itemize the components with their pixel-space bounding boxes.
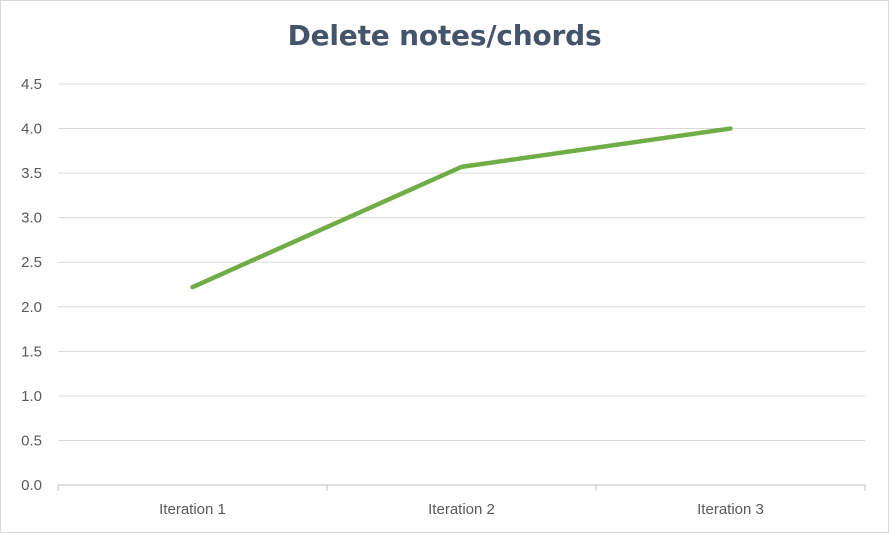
x-tick-label: Iteration 2 — [428, 501, 495, 518]
series-line — [190, 126, 733, 290]
y-tick-label: 0.0 — [21, 477, 42, 494]
x-tick-label: Iteration 1 — [159, 501, 226, 518]
y-tick-label: 4.0 — [21, 121, 42, 138]
y-tick-label: 0.5 — [21, 432, 42, 449]
y-tick-label: 2.0 — [21, 299, 42, 316]
chart-title: Delete notes/chords — [287, 19, 602, 52]
series-layer — [190, 126, 733, 290]
y-tick-label: 4.5 — [21, 76, 42, 93]
gridlines — [58, 83, 865, 441]
x-axis — [57, 484, 866, 491]
x-tick-label: Iteration 3 — [697, 501, 764, 518]
y-tick-label: 1.5 — [21, 343, 42, 360]
y-tick-label: 3.5 — [21, 165, 42, 182]
y-tick-label: 1.0 — [21, 388, 42, 405]
y-tick-label: 2.5 — [21, 254, 42, 271]
x-axis-tick-labels: Iteration 1 Iteration 2 Iteration 3 — [159, 501, 764, 518]
y-tick-label: 3.0 — [21, 210, 42, 227]
y-axis-tick-labels: 0.0 0.5 1.0 1.5 2.0 2.5 3.0 3.5 4.0 4.5 — [21, 76, 42, 494]
